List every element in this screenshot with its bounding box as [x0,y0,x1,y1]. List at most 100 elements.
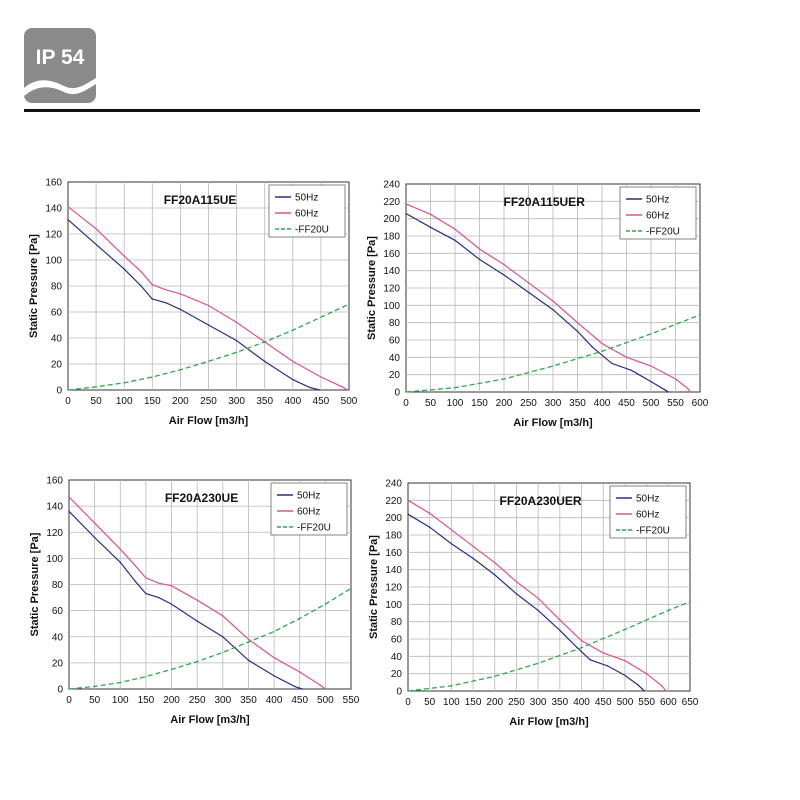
y-tick-label: 140 [385,565,402,576]
x-tick-label: 450 [595,697,612,708]
data-point [157,596,160,599]
x-tick-label: 50 [425,398,437,409]
y-tick-label: 140 [383,266,400,277]
data-point [650,380,652,383]
x-tick-label: 300 [228,396,245,407]
data-point [493,561,496,564]
y-tick-label: 100 [46,554,63,565]
data-point [454,386,456,389]
data-point [145,577,147,579]
y-tick-label: 40 [51,334,63,345]
data-point [580,639,583,642]
data-point [68,510,70,513]
y-tick-label: 40 [52,632,64,643]
x-tick-label: 350 [552,697,569,708]
y-tick-label: 60 [52,606,64,617]
x-tick-label: 400 [594,398,611,409]
y-tick-label: 160 [45,178,62,189]
x-tick-label: 100 [112,695,129,706]
data-point [170,603,173,605]
y-tick-label: 220 [385,496,402,507]
chart-ff20a230uer: 0 50 100 150 200 250 300 350 400 450 500 550 600 650 0… [368,479,699,729]
data-point [95,243,97,246]
data-point [273,630,275,633]
series-line-60hz [68,496,326,690]
data-point [428,526,431,529]
data-point [123,268,126,270]
data-point [493,573,496,576]
y-tick-label: 0 [394,388,400,399]
data-point [558,619,561,621]
chart-ff20a115ue: 0 50 100 150 200 250 300 350 400 450 500 0 20 40 60 80 1… [28,178,358,428]
data-point [119,561,122,564]
data-point [558,629,561,632]
series-line-ff20u [405,314,701,393]
y-tick-label: 200 [383,214,400,225]
data-point [650,365,652,367]
x-tick-label: 300 [530,697,547,708]
data-point [650,333,652,335]
y-tick-label: 220 [383,197,400,208]
data-point [247,641,250,643]
data-point [472,557,474,560]
data-point [624,659,626,662]
data-point [610,362,613,365]
legend-entry: -FF20U [297,523,331,534]
data-point [170,584,173,587]
data-point [291,378,294,381]
x-tick-label: 500 [317,695,334,706]
y-tick-label: 160 [385,548,402,559]
data-point [450,684,453,687]
x-tick-label: 150 [471,398,488,409]
data-point [235,351,238,354]
x-axis-label: Air Flow [m3/h] [509,716,589,728]
data-point [68,496,70,498]
data-point [179,368,182,371]
x-tick-label: 350 [569,398,586,409]
y-tick-label: 120 [45,230,62,241]
data-point [123,255,126,257]
x-tick-label: 250 [200,396,217,407]
data-point [450,528,453,531]
data-point [151,376,154,378]
data-point [165,302,168,304]
y-axis-label: Static Pressure [Pa] [366,236,378,340]
x-tick-label: 250 [189,695,206,706]
data-point [247,659,250,662]
data-point [235,321,238,324]
legend-entry: 60Hz [636,510,659,521]
data-point [405,212,407,215]
data-point [119,681,122,684]
ip54-badge: IP 54 [24,28,96,103]
x-tick-label: 450 [618,398,635,409]
data-point [196,620,199,622]
data-point [165,289,168,291]
data-point [602,651,605,654]
y-tick-label: 20 [52,658,64,669]
x-tick-label: 600 [660,697,677,708]
series-line-60hz [407,499,667,692]
y-tick-label: 80 [391,617,403,628]
series-line-ff20u [407,601,691,692]
data-point [196,599,199,602]
x-tick-label: 0 [65,396,71,407]
data-point [552,365,554,367]
data-point [601,342,603,345]
chart-ff20a230ue: 0 50 100 150 200 250 300 350 400 450 500 550 0 20 40 60… [29,476,360,727]
data-point [324,603,327,605]
data-point [179,308,182,311]
data-point [247,638,250,641]
y-tick-label: 80 [51,282,63,293]
data-point [293,685,296,688]
chart-ff20a115uer: 0 50 100 150 200 250 300 350 400 450 500 550 600 0 20 4… [366,180,709,430]
x-axis-label: Air Flow [m3/h] [513,417,593,429]
data-point [273,656,275,659]
data-point [576,321,579,324]
y-tick-label: 20 [391,669,403,680]
y-tick-label: 80 [52,580,64,591]
y-axis-label: Static Pressure [Pa] [28,234,40,338]
y-tick-label: 140 [46,502,63,513]
data-point [527,291,530,294]
x-tick-label: 500 [643,398,660,409]
x-tick-label: 150 [465,697,482,708]
